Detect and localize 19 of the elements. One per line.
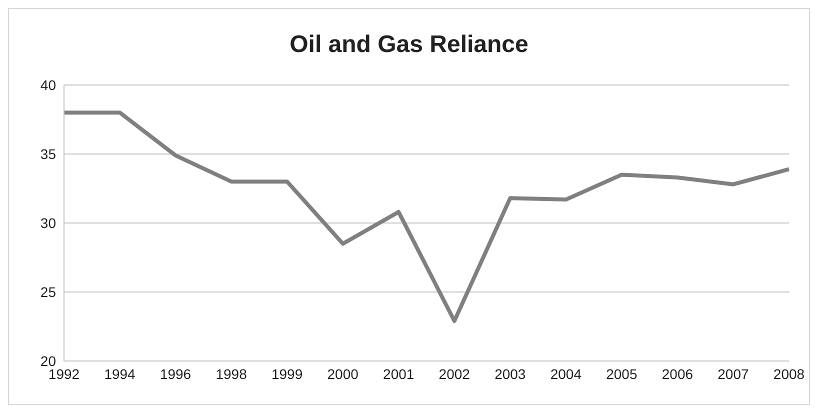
x-tick-label: 2008 xyxy=(773,366,805,382)
x-tick-label: 1998 xyxy=(216,366,248,382)
line-series xyxy=(62,110,791,323)
x-tick-label: 2006 xyxy=(662,366,694,382)
x-tick-label: 2001 xyxy=(383,366,414,382)
chart-title: Oil and Gas Reliance xyxy=(288,31,530,60)
y-tick-label: 25 xyxy=(40,284,56,300)
x-tick-label: 2000 xyxy=(327,366,359,382)
x-tick-label: 2002 xyxy=(438,366,470,382)
x-tick-label: 2005 xyxy=(606,366,638,382)
x-tick-label: 2007 xyxy=(718,366,750,382)
x-tick-label: 1994 xyxy=(104,366,136,382)
x-tick-label: 1999 xyxy=(272,366,303,382)
x-tick-label: 2003 xyxy=(494,366,526,382)
y-tick-label: 35 xyxy=(40,146,56,162)
y-tick-label: 40 xyxy=(40,76,56,93)
y-tick-label: 30 xyxy=(40,214,56,231)
x-tick-label: 2004 xyxy=(550,366,582,382)
x-tick-label: 1996 xyxy=(160,366,192,382)
